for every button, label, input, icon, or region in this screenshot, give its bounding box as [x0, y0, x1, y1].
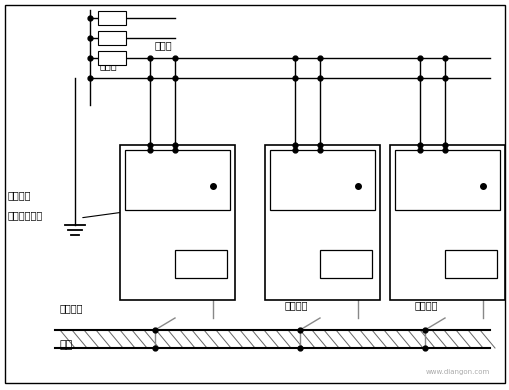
- Text: 地网: 地网: [60, 340, 73, 350]
- Text: 电源: 电源: [129, 171, 140, 181]
- Text: 绝缘导线: 绝缘导线: [285, 300, 308, 310]
- Bar: [444, 250, 496, 278]
- Text: 信号地: 信号地: [336, 259, 354, 269]
- Text: 中性线: 中性线: [155, 40, 172, 50]
- Bar: [319, 250, 371, 278]
- Text: SG: SG: [205, 169, 218, 179]
- Text: www.diangon.com: www.diangon.com: [425, 369, 489, 375]
- Text: 设备地: 设备地: [100, 60, 118, 70]
- Text: 电源: 电源: [398, 171, 410, 181]
- Bar: [125, 150, 230, 210]
- Bar: [98, 11, 126, 25]
- Bar: [389, 145, 504, 300]
- Text: 信号地: 信号地: [192, 259, 209, 269]
- Text: SG: SG: [474, 169, 488, 179]
- Bar: [394, 150, 499, 210]
- Bar: [98, 31, 126, 45]
- Bar: [175, 250, 227, 278]
- Text: 绝缘导线: 绝缘导线: [60, 303, 83, 313]
- Bar: [265, 145, 379, 300]
- Text: 绝缘导线: 绝缘导线: [414, 300, 438, 310]
- Text: SG: SG: [349, 169, 363, 179]
- Text: 机箱: 机箱: [128, 275, 139, 285]
- Bar: [120, 145, 235, 300]
- Bar: [269, 150, 374, 210]
- Text: 机箱: 机箱: [272, 275, 284, 285]
- Text: 机箱: 机箱: [397, 275, 409, 285]
- Text: 电源: 电源: [273, 171, 285, 181]
- Text: 中性点地: 中性点地: [8, 190, 32, 200]
- Bar: [98, 51, 126, 65]
- Text: 信号地参考点: 信号地参考点: [8, 210, 43, 220]
- Text: 信号地: 信号地: [461, 259, 479, 269]
